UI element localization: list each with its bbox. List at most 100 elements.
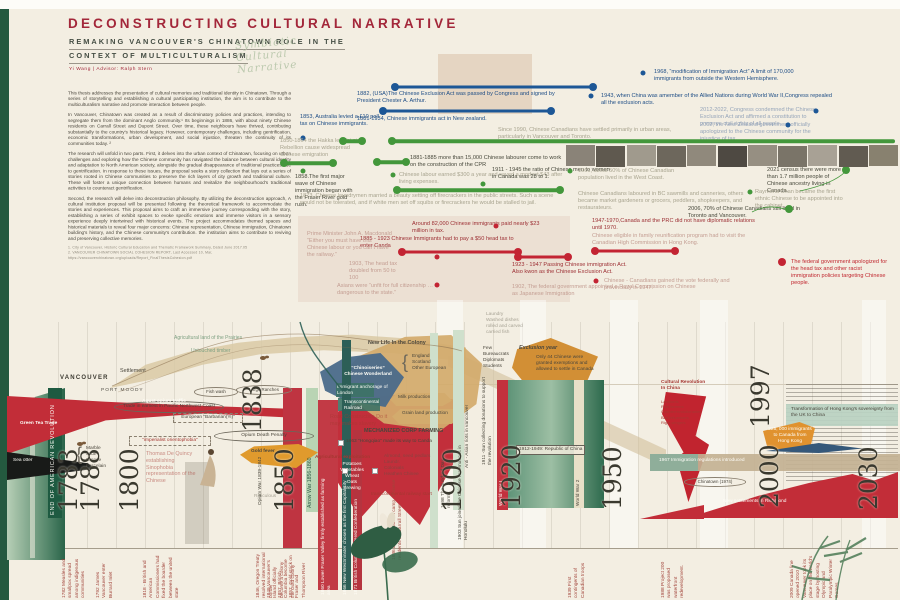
year-1900: 1900	[438, 448, 467, 512]
era-line-short-line	[343, 139, 362, 143]
tax-total: Around 82,000 Chinese immigrants paid ne…	[412, 221, 540, 234]
vancouver-1792: 1792 James Vancouver enter Burrard Inlet	[96, 563, 114, 598]
photo-tile	[717, 146, 747, 167]
usa-exclusion-act-1882-dot	[589, 83, 597, 91]
cpr-labourers-dot	[373, 158, 381, 166]
sea-otter-label: Sea otter	[13, 458, 33, 463]
unfit-citizenship-dot	[434, 282, 440, 288]
timeline-baseline	[40, 548, 898, 549]
since-1990: Since 1990, Chinese Canadians have settl…	[498, 127, 672, 140]
marble-list: Marble Jade Bronze Porcelain	[86, 446, 106, 469]
photo-tile	[808, 145, 838, 166]
family-reunification: Chinese eligible in family reunification…	[592, 233, 746, 246]
footnote-2: 2. VANCOUVER CHINATOWN SOCIAL COHESION R…	[68, 251, 213, 255]
orientophobia-label: “imperialist orientophobia”	[129, 436, 211, 446]
year-1950: 1950	[598, 446, 627, 510]
era-line-short-dot	[358, 137, 366, 145]
royal-commission-1902: 1902, The federal government appointed a…	[512, 284, 696, 297]
project-200-1988: 1988 Project 200 was proposed waterfront…	[661, 561, 686, 598]
railway-start: transcontinental railway start	[371, 492, 432, 497]
page-title: DECONSTRUCTING CULTURAL NARRATIVE	[68, 16, 459, 31]
byline: Yi Wang | Advisor: Ralph Stern	[69, 67, 153, 72]
white-column	[700, 300, 728, 548]
faded-archive-photo	[298, 216, 570, 302]
troops-1939: 1939 First contingents of Canadian troop…	[568, 562, 586, 598]
world-war-2: World War 2	[576, 479, 581, 506]
exclusion-act-1923-line	[518, 255, 568, 259]
road-construction: Road Construction Do it may makes slaver…	[330, 414, 388, 427]
headtax-apology: The federal government apologized for th…	[791, 259, 888, 286]
marker-square	[338, 440, 344, 446]
bc-sawmills: Chinese Canadians laboured in BC sawmill…	[578, 191, 744, 211]
few-list: Few Bureaucrats Diplomats Students	[483, 346, 509, 369]
photo-tile	[566, 145, 595, 166]
chinoiserie-label: “Chinoiseries” Chinese Wonderland	[344, 366, 392, 377]
congress-condemned: 2012-2022, Congress condemned the Chines…	[700, 107, 816, 127]
red-era-column	[283, 388, 302, 548]
census-2021: 2021 census there were more than 1.7 mil…	[767, 167, 842, 194]
green-tea-trade: Green Tea Trade	[20, 421, 58, 426]
fraser-gold-rush-1858-dot	[280, 159, 288, 167]
subtitle-line-2: CONTEXT OF MULTICULTURALISM	[69, 51, 248, 64]
photo-tile	[747, 145, 777, 166]
nz-apology-2002-dot	[785, 122, 791, 128]
agri-exploitation-title: Agricultural exploitation	[315, 455, 371, 460]
bc-confederation-1871: 1871 British Columbia entered Confederat…	[354, 499, 359, 595]
new-life-list: England Scotland Other European	[412, 354, 447, 371]
immigration-act-1968: 1968, “modification of Immigration Act” …	[654, 69, 794, 82]
sage-bar	[430, 333, 438, 548]
laundrymen-1873-dot	[556, 186, 564, 194]
gold-fever-label: Gold fever	[251, 449, 275, 454]
head-tax-dot	[398, 248, 406, 256]
immigration-ribbon-1967	[650, 454, 900, 471]
nz-immigrants-act-line	[383, 109, 551, 113]
opium-penalty: Opium Death Penalty	[214, 430, 314, 442]
marble-brace: {	[76, 444, 83, 464]
marker-square	[372, 468, 378, 474]
tax-doubled-1903-dot	[434, 254, 440, 260]
fraser-gold-rush-1858: 1858.The first major wave of Chinese imm…	[295, 174, 353, 208]
sun-donations-1911: 1911 -Sun collecting donations to suppor…	[482, 377, 494, 465]
year-1850: 1850	[270, 448, 299, 512]
gold-strike-1857: 1857, Gold strick on Fraser and Thompson…	[289, 555, 307, 598]
new-life-brace: {	[402, 352, 409, 372]
photo-tile	[778, 146, 808, 167]
australia-poll-tax-1853: 1853, Australia levied a £10 poll tax on…	[300, 114, 379, 127]
intro-paragraph-1: This thesis addresses the presentation o…	[68, 90, 291, 107]
raymond-chan-dot	[747, 189, 753, 195]
nz-immigrants-act: 1881-1934, Chinese immigrants act in New…	[357, 116, 487, 122]
timber-label: Untouched timber	[191, 348, 231, 354]
measles-1782: 1782 Measles and smallpox spread among i…	[62, 558, 87, 598]
toronto-vancouver-2006: 2006, 70% of Chinese Canadians still liv…	[688, 206, 800, 219]
riots-bar	[453, 330, 464, 510]
head-tax-line	[402, 250, 518, 254]
opium-traffic-label: Agust opium traffic	[142, 399, 186, 404]
hk-immigrants-label: 225, 000 immigrants to Canada from Hong …	[768, 427, 812, 444]
photo-tile	[838, 146, 868, 167]
cultural-revolution-list: Landlords Rich farmers Counterrevolution…	[661, 399, 702, 425]
de-quincy-note: Thomas De Quincy establishing Sinophobia…	[146, 451, 196, 484]
mechanized-farming: MECHANIZED CORP FARMING	[364, 428, 444, 434]
year-2000: 2000	[755, 444, 784, 508]
head-tax: 1885 - 1923 Chinese Immigrants had to pa…	[360, 236, 514, 249]
ribbon-1967-label: 1967 Immigration regulations introduced	[659, 458, 745, 463]
capital-city-bar	[342, 340, 351, 590]
top-strip	[0, 0, 900, 9]
intro-paragraph-4: Second, the research will delve into dec…	[68, 195, 291, 241]
footnote-1: 1. City of Vancouver, Historic Cultural …	[68, 246, 248, 250]
taiping-rebellion: 1850-1864 the Hakka led Tai-ping Rebelli…	[280, 138, 364, 158]
immigration-act-1968-dot	[640, 70, 646, 76]
year-1920: 1920	[497, 444, 526, 508]
raymond-chan: Raymond Chan became the first ethnic Chi…	[755, 189, 843, 209]
era-line-short-dot	[339, 137, 347, 145]
nz-immigrants-act-dot	[547, 107, 555, 115]
photo-tile	[596, 146, 626, 167]
hongqiao-label: 1863 “Hongqiao” made its way to Canda	[346, 439, 432, 444]
repeal-exclusion-1943: 1943, when China was amember of the Alli…	[601, 93, 833, 106]
laundrymen-1873: 1873, Chinese laundrymen married a beaut…	[300, 193, 554, 206]
footnote-3: https://vancouverchinatown.org/uploads/R…	[68, 256, 193, 260]
transcontinental-label: Transcontinental Railroad	[344, 400, 380, 411]
cpr-labourers: 1881-1885 more than 15,000 Chinese labou…	[410, 155, 562, 168]
headtax-apology-dot	[778, 258, 786, 266]
